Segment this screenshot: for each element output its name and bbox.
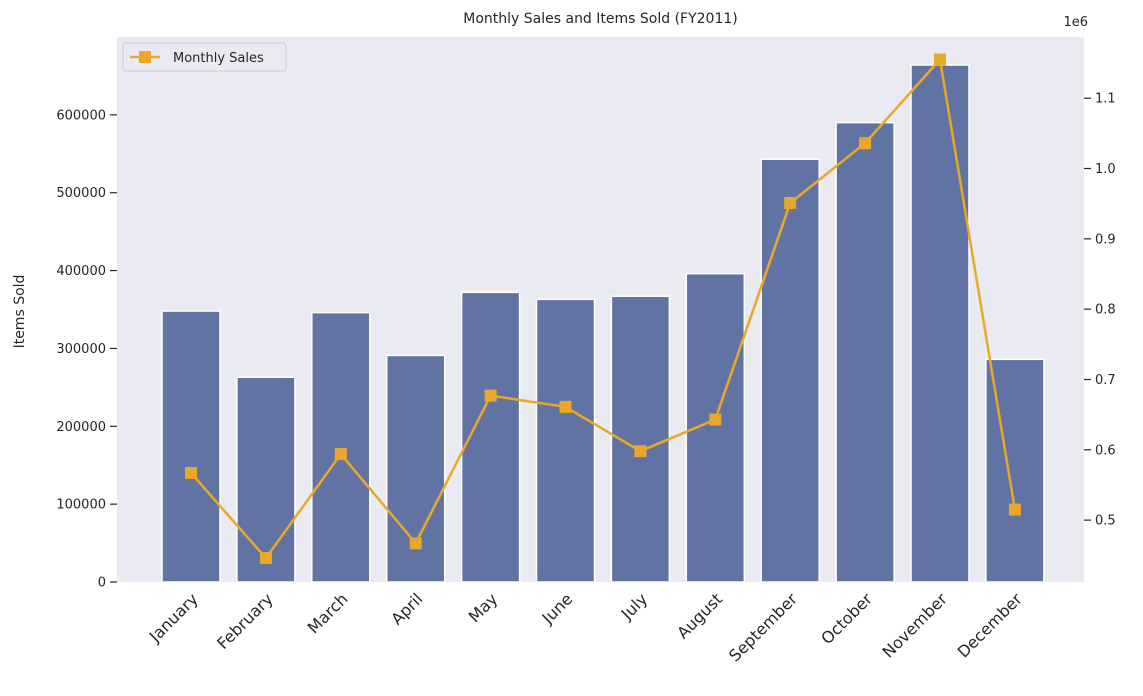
bar-may	[460, 291, 521, 583]
y-tick-label: 500000	[56, 186, 106, 201]
x-tick-label: May	[465, 589, 502, 626]
y2-tick-label: 0.7	[1095, 373, 1116, 388]
y2-tick-label: 1.1	[1095, 92, 1116, 107]
bar-june	[535, 298, 596, 583]
sales-marker-october	[859, 137, 872, 150]
x-tick-label: November	[879, 589, 952, 662]
x-tick-label: February	[213, 589, 277, 653]
y-tick-label: 200000	[56, 420, 106, 435]
sales-marker-september	[784, 196, 797, 209]
y2-offset-label: 1e6	[1063, 15, 1088, 30]
sales-marker-december	[1008, 503, 1021, 516]
x-tick-label: September	[725, 589, 801, 665]
legend: Monthly Sales	[122, 42, 287, 72]
y2-tick-label: 0.6	[1095, 443, 1116, 458]
bar-march	[311, 311, 371, 583]
y-tick-label: 300000	[56, 342, 106, 357]
sales-marker-july	[634, 445, 647, 458]
y2-tick-label: 0.5	[1095, 514, 1116, 529]
bar-september	[760, 158, 820, 583]
x-tick-label: December	[954, 589, 1026, 661]
x-tick-label: June	[538, 589, 577, 628]
y-tick-label: 0	[98, 576, 106, 591]
y2-tick-label: 1.0	[1095, 162, 1116, 177]
sales-marker-may	[484, 389, 497, 402]
x-tick-label: October	[817, 589, 876, 648]
y2-tick-label: 0.9	[1095, 232, 1116, 247]
bar-january	[161, 310, 221, 583]
sales-marker-june	[559, 400, 572, 413]
bar-november	[910, 64, 970, 583]
sales-marker-january	[185, 467, 197, 479]
sales-marker-november	[934, 53, 946, 66]
y2-tick-label: 0.8	[1095, 303, 1116, 318]
sales-marker-february	[259, 552, 272, 565]
y-axis-label: Items Sold	[12, 275, 28, 349]
sales-line	[190, 58, 1017, 560]
sales-marker-march	[334, 448, 347, 461]
y-tick-label: 100000	[56, 498, 106, 513]
sales-marker-april	[409, 537, 422, 550]
x-tick-label: March	[304, 589, 352, 637]
bar-february	[236, 376, 296, 583]
legend-box	[122, 42, 287, 72]
y-tick-label: 400000	[56, 264, 106, 279]
sales-marker-august	[709, 413, 722, 426]
x-tick-label: April	[387, 589, 426, 628]
x-tick-label: August	[673, 589, 726, 642]
chart-title: Monthly Sales and Items Sold (FY2011)	[463, 11, 737, 27]
legend-label: Monthly Sales	[173, 51, 264, 66]
x-tick-label: July	[617, 589, 651, 623]
legend-marker-swatch	[139, 51, 151, 63]
bar-october	[835, 121, 895, 583]
y-tick-label: 600000	[56, 108, 106, 123]
x-tick-label: January	[145, 589, 202, 646]
